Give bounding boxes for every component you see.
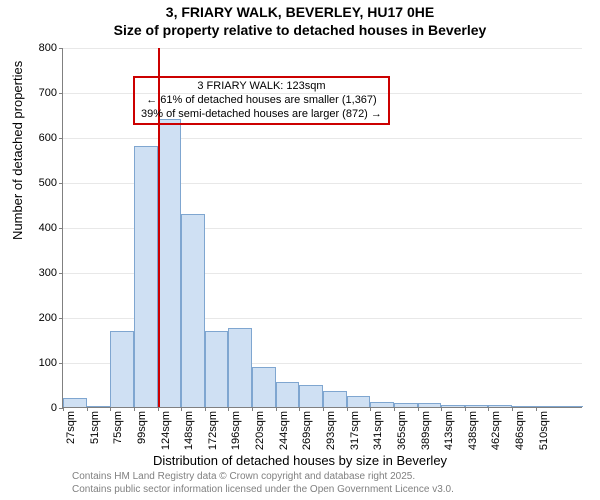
x-tick-label: 293sqm <box>325 411 337 450</box>
property-size-histogram: 3, FRIARY WALK, BEVERLEY, HU17 0HE Size … <box>0 0 600 500</box>
x-tick-mark <box>205 407 206 411</box>
y-tick-mark <box>59 273 63 274</box>
y-tick-mark <box>59 318 63 319</box>
annotation-line: 3 FRIARY WALK: 123sqm <box>141 80 382 94</box>
histogram-bar <box>394 403 418 408</box>
x-tick-mark <box>252 407 253 411</box>
x-tick-mark <box>418 407 419 411</box>
x-tick-label: 438sqm <box>467 411 479 450</box>
histogram-bar <box>252 367 276 408</box>
histogram-bar <box>299 385 323 408</box>
x-tick-label: 75sqm <box>112 411 124 444</box>
y-tick-label: 700 <box>39 87 57 99</box>
y-tick-mark <box>59 138 63 139</box>
x-tick-label: 413sqm <box>443 411 455 450</box>
histogram-bar <box>512 406 536 407</box>
histogram-bar <box>418 403 442 407</box>
histogram-bar <box>559 406 583 407</box>
y-axis-label: Number of detached properties <box>10 61 25 240</box>
histogram-bar <box>205 331 229 408</box>
histogram-bar <box>110 331 134 408</box>
y-tick-label: 300 <box>39 267 57 279</box>
x-tick-label: 244sqm <box>278 411 290 450</box>
y-tick-label: 100 <box>39 357 57 369</box>
histogram-bar <box>323 391 347 407</box>
x-tick-mark <box>536 407 537 411</box>
histogram-bar <box>181 214 205 408</box>
histogram-bar <box>87 406 111 407</box>
x-tick-mark <box>465 407 466 411</box>
histogram-bar <box>536 406 560 407</box>
x-tick-label: 148sqm <box>183 411 195 450</box>
y-gridline <box>63 48 582 49</box>
x-axis-label: Distribution of detached houses by size … <box>0 453 600 468</box>
x-tick-label: 27sqm <box>65 411 77 444</box>
x-tick-mark <box>158 407 159 411</box>
x-tick-mark <box>87 407 88 411</box>
histogram-bar <box>488 405 512 407</box>
x-tick-label: 486sqm <box>514 411 526 450</box>
attribution-text: Contains HM Land Registry data © Crown c… <box>72 471 454 496</box>
histogram-bar <box>228 328 252 407</box>
x-tick-label: 510sqm <box>538 411 550 450</box>
histogram-bar <box>63 398 87 407</box>
title-line-2: Size of property relative to detached ho… <box>0 22 600 38</box>
x-tick-label: 341sqm <box>372 411 384 450</box>
histogram-bar <box>465 405 489 407</box>
x-tick-label: 220sqm <box>254 411 266 450</box>
histogram-bar <box>134 146 158 407</box>
x-tick-mark <box>63 407 64 411</box>
y-tick-label: 200 <box>39 312 57 324</box>
y-tick-label: 500 <box>39 177 57 189</box>
y-tick-label: 0 <box>51 402 57 414</box>
x-tick-label: 317sqm <box>349 411 361 450</box>
chart-title: 3, FRIARY WALK, BEVERLEY, HU17 0HE Size … <box>0 4 600 38</box>
x-tick-label: 196sqm <box>230 411 242 450</box>
plot-area: 010020030040050060070080027sqm51sqm75sqm… <box>62 48 582 408</box>
y-tick-mark <box>59 183 63 184</box>
x-tick-label: 462sqm <box>490 411 502 450</box>
x-tick-mark <box>347 407 348 411</box>
histogram-bar <box>370 402 394 407</box>
x-tick-mark <box>394 407 395 411</box>
attribution-line-2: Contains public sector information licen… <box>72 484 454 497</box>
annotation-line: 39% of semi-detached houses are larger (… <box>141 108 382 122</box>
annotation-box: 3 FRIARY WALK: 123sqm← 61% of detached h… <box>133 76 390 125</box>
annotation-line: ← 61% of detached houses are smaller (1,… <box>141 94 382 108</box>
histogram-bar <box>441 405 465 407</box>
y-tick-mark <box>59 228 63 229</box>
x-tick-mark <box>276 407 277 411</box>
x-tick-label: 389sqm <box>420 411 432 450</box>
y-tick-mark <box>59 363 63 364</box>
y-tick-label: 400 <box>39 222 57 234</box>
x-tick-label: 99sqm <box>136 411 148 444</box>
attribution-line-1: Contains HM Land Registry data © Crown c… <box>72 471 454 484</box>
x-tick-label: 172sqm <box>207 411 219 450</box>
x-tick-label: 269sqm <box>301 411 313 450</box>
x-tick-mark <box>512 407 513 411</box>
x-tick-label: 51sqm <box>89 411 101 444</box>
y-tick-mark <box>59 48 63 49</box>
x-tick-label: 365sqm <box>396 411 408 450</box>
histogram-bar <box>158 119 182 407</box>
histogram-bar <box>347 396 371 407</box>
x-tick-mark <box>134 407 135 411</box>
title-line-1: 3, FRIARY WALK, BEVERLEY, HU17 0HE <box>0 4 600 20</box>
y-tick-label: 600 <box>39 132 57 144</box>
x-tick-label: 124sqm <box>160 411 172 450</box>
y-tick-label: 800 <box>39 42 57 54</box>
y-gridline <box>63 138 582 139</box>
x-tick-mark <box>323 407 324 411</box>
y-tick-mark <box>59 93 63 94</box>
histogram-bar <box>276 382 300 407</box>
